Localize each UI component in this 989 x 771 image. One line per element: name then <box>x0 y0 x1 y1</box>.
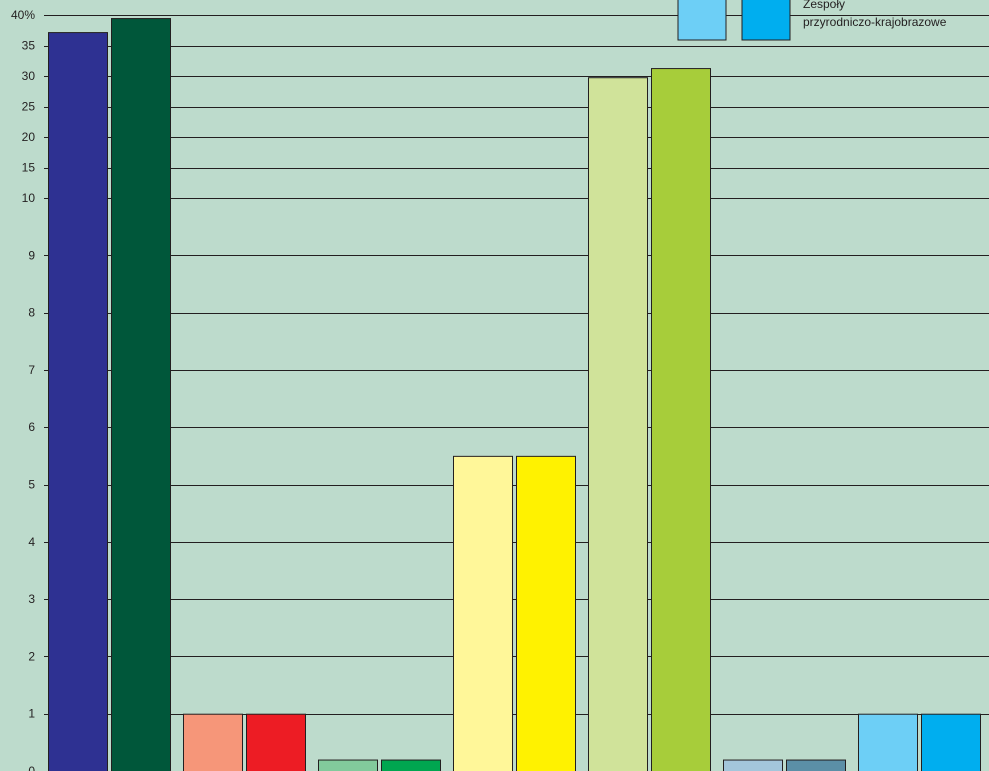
bar <box>723 759 783 771</box>
bar <box>453 455 513 771</box>
y-axis-ticks: 0 1 2 3 4 5 6 7 8 9 10 15 20 25 30 35 40% <box>11 8 35 771</box>
y-tick-label: 15 <box>22 161 36 175</box>
y-tick-label: 5 <box>28 478 35 492</box>
bar <box>318 759 378 771</box>
bar <box>183 713 243 771</box>
legend-label-line-2: przyrodniczo-krajobrazowe <box>803 15 947 29</box>
y-tick-label: 1 <box>28 707 35 721</box>
bar <box>858 713 918 771</box>
bar <box>381 759 441 771</box>
bar <box>48 32 108 771</box>
y-tick-label: 8 <box>28 306 35 320</box>
y-tick-label: 40% <box>11 8 35 22</box>
bar <box>921 713 981 771</box>
bar <box>516 455 576 771</box>
bar <box>111 18 171 771</box>
y-tick-label: 6 <box>28 420 35 434</box>
legend-swatch-light-blue <box>677 0 727 41</box>
y-tick-label: 20 <box>22 130 36 144</box>
bars <box>48 18 981 771</box>
bar <box>786 759 846 771</box>
bar <box>246 713 306 771</box>
y-tick-label: 7 <box>28 363 35 377</box>
legend-swatch-blue <box>741 0 791 41</box>
y-tick-label: 10 <box>22 191 36 205</box>
y-tick-label: 30 <box>22 69 36 83</box>
bar <box>588 77 648 771</box>
y-tick-label: 35 <box>22 39 36 53</box>
legend-label-line-1: Zespoły <box>803 0 845 11</box>
y-tick-label: 0 <box>28 764 35 771</box>
y-tick-label: 9 <box>28 248 35 262</box>
y-tick-label: 25 <box>22 100 36 114</box>
legend: Zespoły przyrodniczo-krajobrazowe <box>677 0 947 41</box>
bar <box>651 68 711 771</box>
y-tick-label: 2 <box>28 649 35 663</box>
y-tick-label: 3 <box>28 592 35 606</box>
y-tick-label: 4 <box>28 535 35 549</box>
